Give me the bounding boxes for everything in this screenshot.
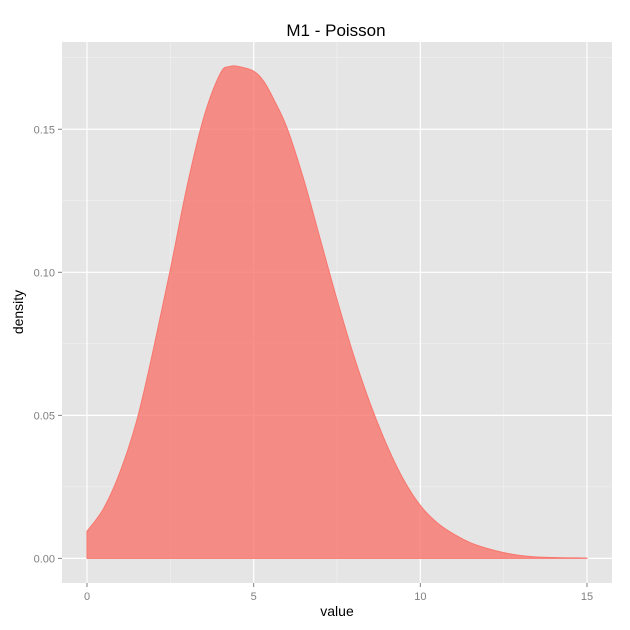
y-axis-title: density bbox=[10, 290, 26, 334]
x-tick-label: 5 bbox=[251, 591, 257, 603]
y-tick-label: 0.10 bbox=[34, 267, 55, 279]
x-tick-label: 10 bbox=[414, 591, 426, 603]
y-tick-label: 0.15 bbox=[34, 124, 55, 136]
x-axis-title: value bbox=[320, 603, 354, 619]
chart-title: M1 - Poisson bbox=[286, 21, 385, 40]
x-tick-label: 0 bbox=[84, 591, 90, 603]
x-tick-label: 15 bbox=[581, 591, 593, 603]
density-area bbox=[86, 65, 588, 559]
y-axis: 0.00 0.05 0.10 0.15 bbox=[34, 124, 62, 565]
x-axis: 0 5 10 15 bbox=[84, 583, 593, 603]
y-tick-label: 0.05 bbox=[34, 410, 55, 422]
y-tick-label: 0.00 bbox=[34, 553, 55, 565]
area-layer bbox=[86, 65, 588, 559]
